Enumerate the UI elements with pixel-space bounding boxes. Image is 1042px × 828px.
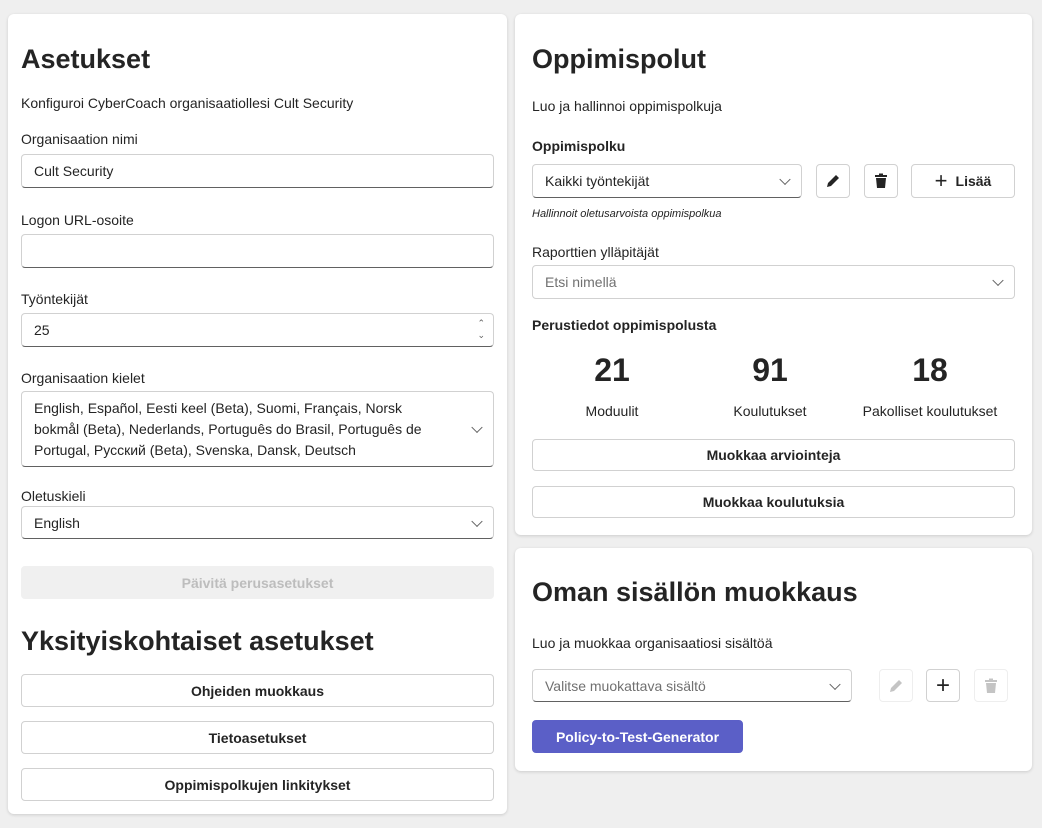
stat-trainings-label: Koulutukset — [733, 403, 807, 419]
policy-to-test-generator-button[interactable]: Policy-to-Test-Generator — [532, 720, 743, 753]
content-description: Luo ja muokkaa organisaatiosi sisältöä — [532, 635, 773, 651]
settings-description: Konfiguroi CyberCoach organisaatiollesi … — [21, 95, 354, 111]
trash-icon — [875, 173, 887, 188]
chevron-down-icon — [471, 515, 483, 527]
logo-url-input[interactable] — [21, 234, 494, 268]
edit-instructions-button[interactable]: Ohjeiden muokkaus — [21, 674, 494, 707]
path-select[interactable]: Kaikki työntekijät — [532, 164, 802, 198]
custom-content-card: Oman sisällön muokkaus Luo ja muokkaa or… — [515, 548, 1032, 771]
default-language-select[interactable]: English — [21, 506, 494, 539]
content-select[interactable]: Valitse muokattava sisältö — [532, 669, 852, 702]
edit-trainings-button[interactable]: Muokkaa koulutuksia — [532, 486, 1015, 518]
path-value: Kaikki työntekijät — [545, 173, 650, 189]
chevron-down-icon — [992, 274, 1004, 287]
paths-description: Luo ja hallinnoi oppimispolkuja — [532, 98, 722, 114]
admins-search-select[interactable]: Etsi nimellä — [532, 265, 1015, 299]
settings-card: Asetukset Konfiguroi CyberCoach organisa… — [8, 14, 507, 814]
employees-input[interactable]: 25 ⌃ ⌄ — [21, 313, 494, 347]
path-hint: Hallinnoit oletusarvoista oppimispolkua — [532, 208, 722, 220]
stat-mandatory-value: 18 — [912, 352, 948, 388]
chevron-down-icon — [829, 678, 841, 690]
content-title: Oman sisällön muokkaus — [532, 577, 858, 607]
add-content-button[interactable]: + — [926, 669, 960, 702]
settings-title: Asetukset — [21, 44, 151, 74]
edit-content-button[interactable] — [879, 669, 913, 702]
trash-icon — [985, 678, 997, 693]
add-label: Lisää — [955, 173, 992, 189]
learning-paths-card: Oppimispolut Luo ja hallinnoi oppimispol… — [515, 14, 1032, 535]
delete-content-button[interactable] — [974, 669, 1008, 702]
stat-modules-value: 21 — [594, 352, 630, 388]
add-path-button[interactable]: + Lisää — [911, 164, 1015, 198]
org-name-input[interactable]: Cult Security — [21, 154, 494, 188]
content-placeholder: Valitse muokattava sisältö — [545, 677, 706, 694]
edit-assessments-button[interactable]: Muokkaa arviointeja — [532, 439, 1015, 471]
languages-label: Organisaation kielet — [21, 370, 145, 386]
pencil-icon — [827, 175, 839, 187]
stat-trainings-value: 91 — [752, 352, 788, 388]
stat-mandatory-label: Pakolliset koulutukset — [862, 403, 998, 419]
path-label: Oppimispolku — [532, 138, 626, 154]
path-links-button[interactable]: Oppimispolkujen linkitykset — [21, 768, 494, 801]
stats-title: Perustiedot oppimispolusta — [532, 317, 717, 333]
languages-select[interactable]: English, Español, Eesti keel (Beta), Suo… — [21, 391, 494, 467]
edit-path-button[interactable] — [816, 164, 850, 198]
employees-label: Työntekijät — [21, 291, 88, 307]
update-settings-button[interactable]: Päivitä perusasetukset — [21, 566, 494, 599]
plus-icon: + — [934, 168, 948, 193]
chevron-down-icon — [471, 421, 483, 434]
logo-url-label: Logon URL-osoite — [21, 212, 134, 228]
paths-title: Oppimispolut — [532, 44, 706, 74]
delete-path-button[interactable] — [864, 164, 898, 198]
detailed-settings-title: Yksityiskohtaiset asetukset — [21, 626, 374, 656]
default-language-value: English — [34, 514, 80, 531]
stat-modules-label: Moduulit — [585, 403, 639, 419]
pencil-icon — [890, 679, 902, 692]
admins-label: Raporttien ylläpitäjät — [532, 244, 659, 260]
default-language-label: Oletuskieli — [21, 488, 86, 504]
data-settings-button[interactable]: Tietoasetukset — [21, 721, 494, 754]
employees-value: 25 — [34, 322, 50, 338]
org-name-label: Organisaation nimi — [21, 131, 138, 147]
languages-value: English, Español, Eesti keel (Beta), Suo… — [34, 399, 422, 458]
chevron-down-icon — [779, 173, 791, 186]
spinner-arrows-icon[interactable]: ⌃ ⌄ — [477, 318, 485, 340]
plus-icon: + — [935, 671, 950, 699]
admins-placeholder: Etsi nimellä — [545, 274, 617, 290]
